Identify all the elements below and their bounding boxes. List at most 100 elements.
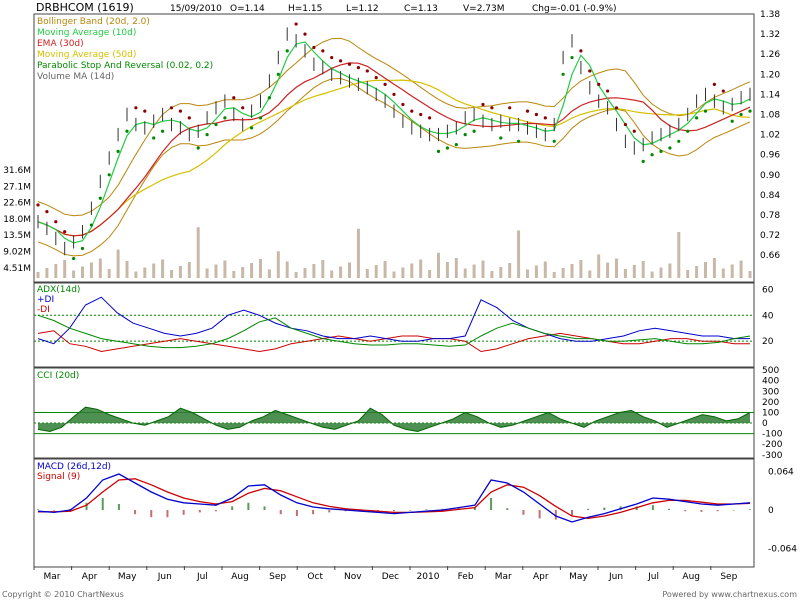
volume-bar [285,261,289,278]
volume-bar [712,258,716,278]
header-close: C=1.13 [404,4,438,14]
volume-bar [116,249,120,278]
volume-bar [526,269,529,278]
macd-histogram-bar [247,502,250,510]
volume-bar [330,270,334,278]
volume-bar [72,270,76,278]
sar-dot [543,116,547,120]
sar-dot [89,223,93,227]
sar-dot [347,62,352,66]
sar-dot [330,55,334,60]
volume-bar [570,264,574,278]
volume-bar [472,264,476,278]
sar-dot [695,116,699,120]
x-tick-label: Jul [196,572,208,582]
adx-y-tick-label: 60 [762,285,774,295]
volume-bar [659,267,663,278]
sar-dot [730,119,734,123]
sar-dot [650,153,654,157]
macd-histogram-bar [150,510,153,518]
adx-y-tick-label: 40 [762,311,774,321]
price-y-tick-label: 0.90 [760,171,780,181]
volume-bar [250,263,254,278]
volume-bar [63,260,67,278]
volume-bar [259,259,262,278]
volume-bar [365,269,369,278]
volume-bar [615,258,618,278]
sar-dot [472,129,476,133]
axis-layer: Mar Apr May Jun Jul Aug Sep Oct Nov Dec 2010 Feb Mar… [3,10,797,582]
volume-y-tick-label: 27.1M [3,182,31,192]
price-legend-entry: EMA (30d) [37,39,84,49]
volume-bar [419,259,423,278]
volume-bar [668,263,672,278]
macd-histogram-bar [37,509,39,510]
volume-bar [374,265,378,278]
volume-bar [383,261,387,278]
sar-dot [223,116,227,120]
volume-bar [267,269,271,278]
x-tick-label: 2010 [417,572,440,582]
volume-bar [339,266,343,278]
sar-dot [552,139,556,143]
header-open: O=1.14 [230,4,265,14]
macd-histogram-bar [571,510,573,516]
macd-histogram-bar [231,506,234,510]
sar-dot [285,49,289,53]
cci-y-tick-label: 100 [762,408,779,418]
volume-bar [445,262,449,278]
sar-dot [606,89,610,93]
volume-bar [454,258,458,278]
x-tick-label: Jun [608,572,623,582]
volume-bar [606,262,610,278]
sar-dot [588,69,592,73]
sar-dot [374,76,378,80]
price-y-tick-label: 1.38 [760,10,780,20]
sar-dot [499,136,503,140]
sar-dot [517,139,521,143]
price-legend-entry: Moving Average (10d) [37,28,136,38]
sar-dot [125,129,129,133]
sar-dot [436,149,441,153]
price-y-tick-label: 1.32 [760,30,780,40]
sar-dot [490,106,494,110]
volume-bar [81,266,84,278]
cci-line [37,406,751,433]
sar-dot [712,82,717,86]
macd-histogram-bar [587,508,590,510]
macd-line [37,473,751,523]
price-legend-entry: Bollinger Band (20d, 2.0) [37,17,150,27]
volume-bar [223,260,227,278]
x-tick-label: May [118,572,137,582]
sar-dot [570,55,574,60]
volume-bar [597,254,601,278]
sar-dot [481,102,485,107]
sar-dot [686,129,690,133]
legend-layer: Bollinger Band (20d, 2.0)Moving Average … [37,17,213,482]
price-panel-frame [33,13,755,283]
sar-dot [205,133,209,137]
adx-line [37,314,751,349]
sar-dot [579,49,583,53]
sar-dot [525,109,530,113]
volume-bar [517,230,521,278]
sar-dot [739,112,743,117]
sar-dot [365,69,369,73]
adx-legend-entry: ADX(14d) [37,285,80,295]
sar-dot [45,210,49,214]
header-high: H=1.15 [288,4,322,14]
macd-histogram-bar [295,510,298,516]
header-symbol: DRBHCOM (1619) [36,1,134,14]
sar-dot [267,96,271,100]
volume-bar [143,267,147,278]
macd-histogram-bar [409,510,412,511]
sar-dot [463,133,467,137]
x-tick-label: Sep [720,572,737,582]
volume-bar [437,252,440,278]
macd-histogram-bar [101,498,104,510]
macd-y-tick-label: 0.064 [768,468,794,478]
volume-bar [170,270,173,278]
volume-y-tick-label: 13.5M [3,231,31,241]
sar-dot [508,106,512,110]
